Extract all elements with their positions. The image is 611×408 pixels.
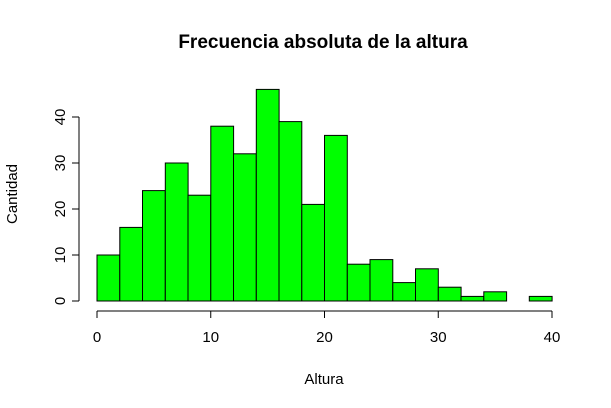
x-axis: 0 10 20 30 40 bbox=[93, 310, 561, 346]
y-axis-label: Cantidad bbox=[4, 164, 21, 224]
histogram-bar bbox=[483, 291, 508, 302]
y-tick-label: 10 bbox=[52, 247, 69, 264]
y-tick-label: 40 bbox=[52, 109, 69, 126]
histogram-bar bbox=[324, 134, 348, 302]
histogram-bar bbox=[460, 295, 485, 302]
histogram-bar bbox=[301, 203, 326, 302]
x-axis-label: Altura bbox=[304, 371, 344, 388]
histogram-bar bbox=[187, 194, 212, 302]
histogram-bar bbox=[415, 268, 439, 302]
y-tick-label: 0 bbox=[52, 297, 69, 305]
histogram-bar bbox=[346, 263, 371, 302]
histogram-bar bbox=[210, 125, 235, 302]
histogram-bar bbox=[142, 190, 166, 302]
bars-group bbox=[96, 88, 553, 302]
histogram-bar bbox=[437, 286, 462, 302]
histogram-bar bbox=[96, 254, 121, 302]
x-tick-label: 10 bbox=[202, 329, 219, 346]
histogram-bar bbox=[369, 259, 394, 302]
chart-title: Frecuencia absoluta de la altura bbox=[178, 32, 468, 53]
y-axis: 0 10 20 30 40 bbox=[52, 109, 80, 305]
histogram-bar bbox=[528, 295, 553, 302]
histogram-bar bbox=[233, 153, 257, 302]
x-tick-label: 0 bbox=[93, 329, 101, 346]
x-tick-label: 40 bbox=[544, 329, 561, 346]
y-tick-label: 30 bbox=[52, 155, 69, 172]
x-tick-label: 20 bbox=[316, 329, 333, 346]
y-tick-label: 20 bbox=[52, 201, 69, 218]
x-tick-label: 30 bbox=[430, 329, 447, 346]
histogram-bar bbox=[278, 121, 303, 302]
histogram-bar bbox=[164, 162, 189, 302]
histogram-bar bbox=[119, 226, 144, 302]
histogram-bar bbox=[392, 282, 417, 302]
histogram-bar bbox=[255, 88, 280, 302]
